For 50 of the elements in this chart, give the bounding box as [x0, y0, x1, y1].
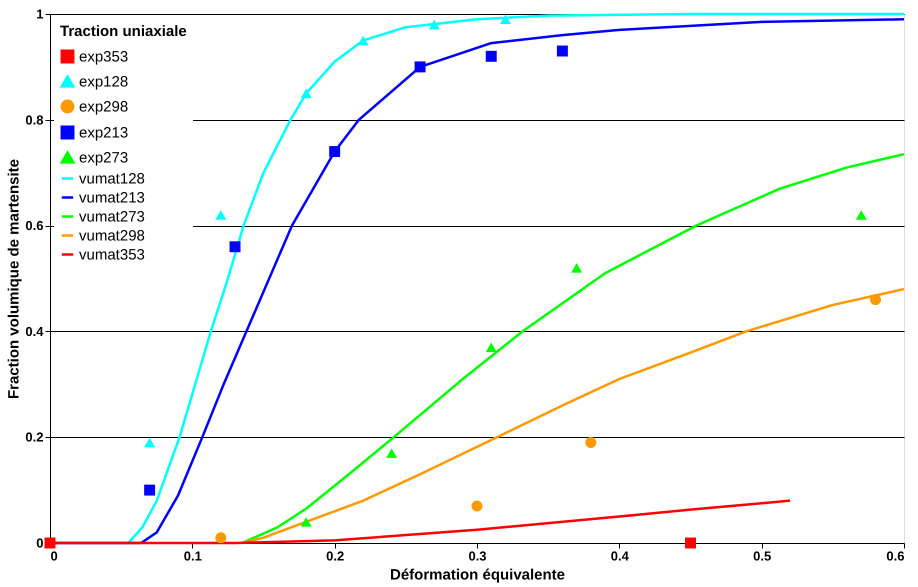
point — [300, 88, 312, 98]
point — [329, 146, 340, 158]
point — [500, 14, 511, 24]
x-tick-label: 0.6 — [886, 548, 904, 564]
x-tick-label: 0.5 — [753, 548, 772, 564]
legend-label: vumat298 — [79, 228, 145, 244]
point — [571, 263, 582, 273]
point — [870, 294, 882, 306]
point — [472, 500, 482, 512]
point — [215, 210, 226, 220]
x-axis-title: Déformation équivalente — [390, 566, 566, 584]
y-tick-label: 0.8 — [25, 112, 44, 128]
point — [230, 241, 241, 252]
point — [585, 437, 596, 448]
point — [856, 210, 867, 220]
x-tick-label: 0.1 — [184, 548, 202, 564]
point — [144, 484, 156, 496]
legend-label: exp128 — [79, 74, 128, 90]
x-tick-label: 0.2 — [326, 548, 344, 564]
x-tick-label: 0.3 — [468, 548, 487, 564]
point — [386, 448, 398, 458]
point — [44, 538, 56, 548]
legend-label: exp298 — [79, 98, 128, 116]
point — [556, 46, 568, 57]
y-tick-label: 0.4 — [25, 324, 44, 339]
point — [414, 61, 426, 72]
y-tick-label: 0.6 — [25, 218, 44, 234]
legend-label: exp213 — [79, 124, 128, 142]
legend-title: Traction uniaxiale — [60, 23, 187, 40]
legend-label: exp353 — [79, 48, 128, 66]
y-tick-label: 1 — [36, 6, 44, 22]
legend-label: vumat273 — [79, 208, 145, 226]
point — [428, 20, 440, 30]
x-tick-label: 0.4 — [610, 548, 630, 564]
y-tick-label: 0.2 — [25, 430, 44, 445]
x-tick-label: 0 — [50, 548, 58, 564]
point — [215, 532, 226, 544]
point — [486, 50, 497, 62]
point — [144, 438, 156, 448]
legend-label: vumat128 — [79, 170, 145, 188]
line-series — [240, 152, 906, 544]
y-axis-title: Fraction volumique de martensite — [5, 158, 22, 400]
point — [358, 36, 369, 46]
legend-label: vumat353 — [79, 246, 145, 264]
point — [300, 517, 312, 527]
point — [486, 342, 497, 352]
point — [685, 538, 696, 548]
y-tick-label: 0 — [36, 536, 44, 550]
legend-label: vumat213 — [79, 190, 145, 206]
legend-label: exp273 — [79, 150, 128, 166]
